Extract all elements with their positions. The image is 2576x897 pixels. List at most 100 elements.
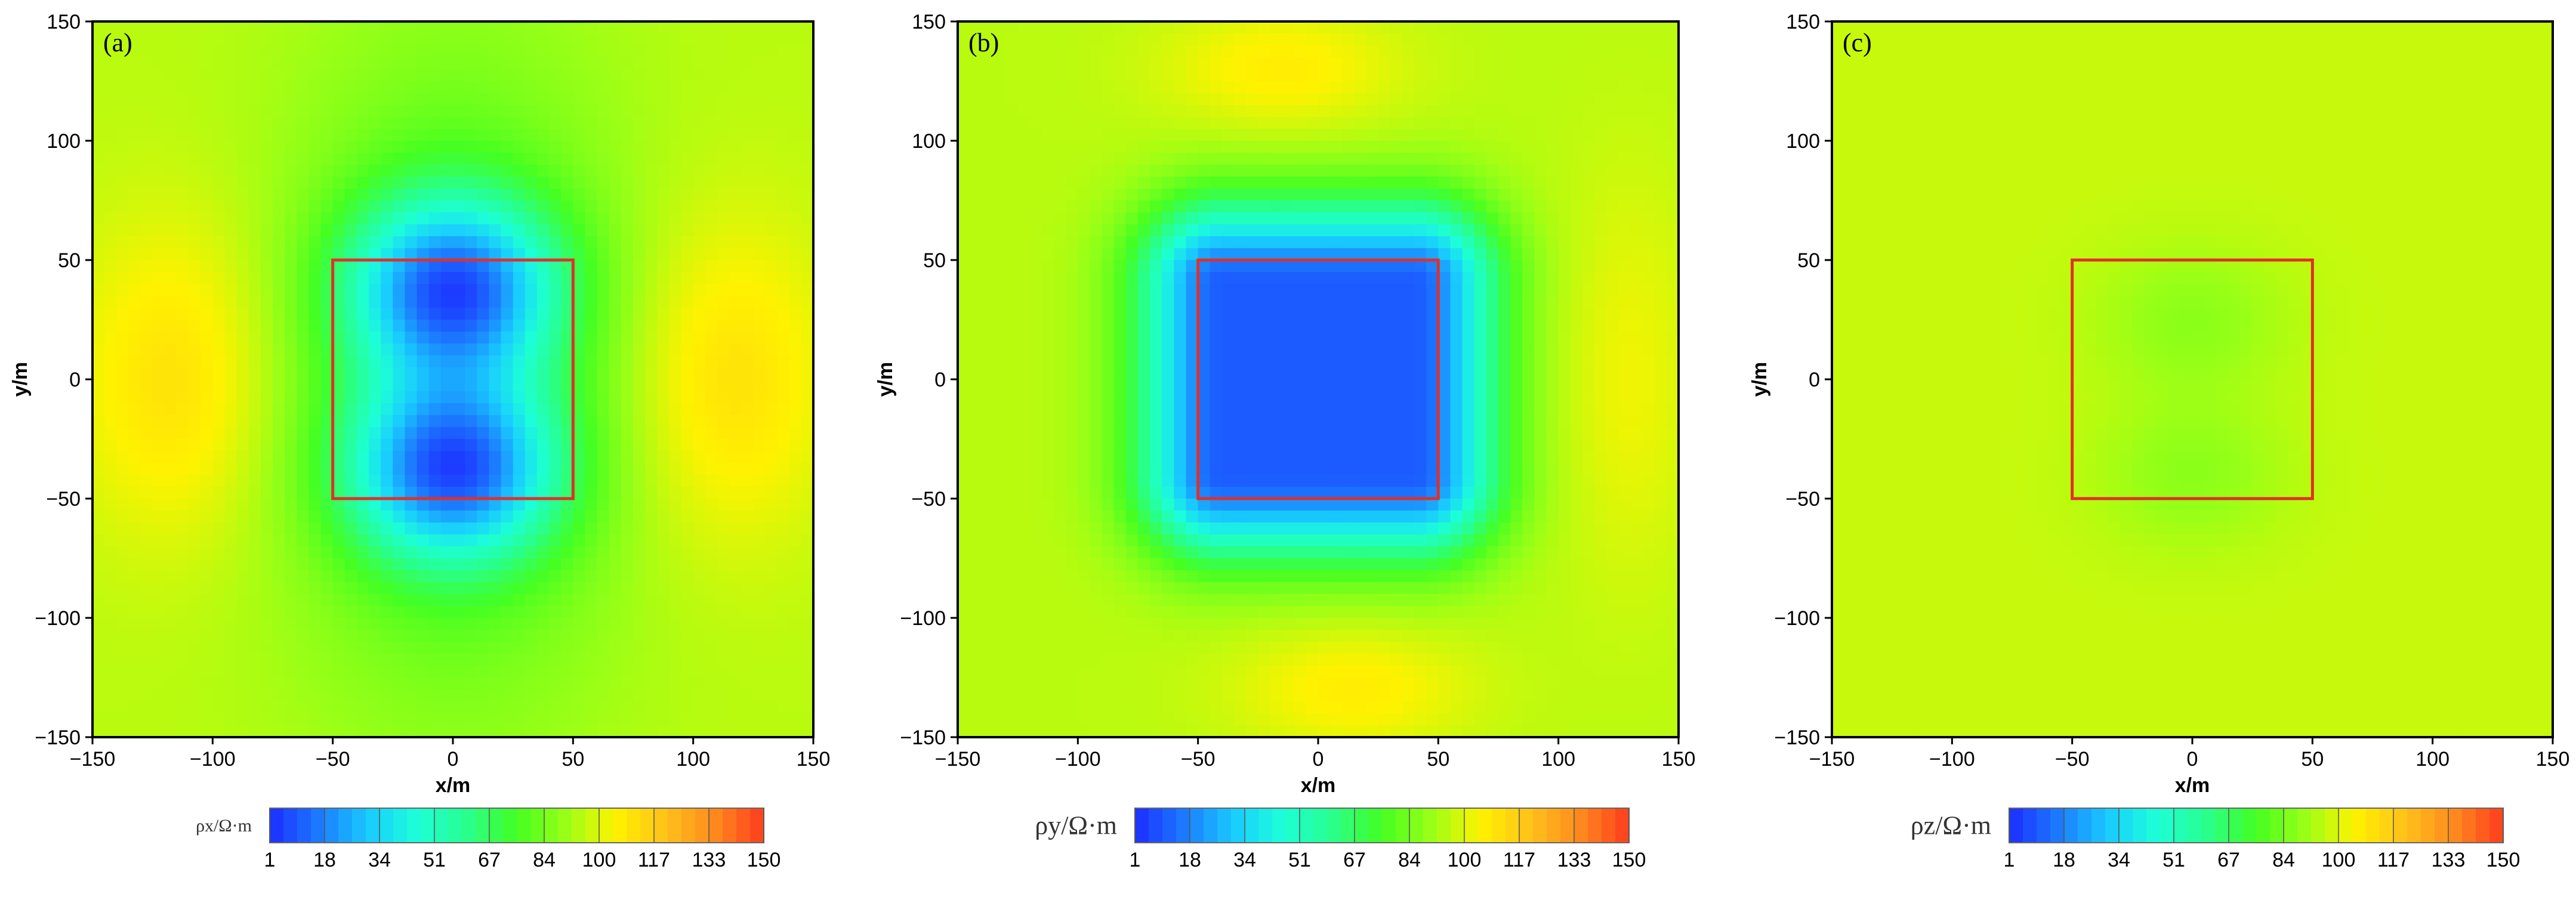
- heatmap-cell: [176, 153, 189, 165]
- heatmap-cell: [273, 415, 285, 428]
- heatmap-cell: [236, 236, 249, 249]
- heatmap-cell: [982, 451, 995, 463]
- heatmap-cell: [525, 534, 538, 547]
- heatmap-cell: [645, 558, 658, 571]
- heatmap-cell: [693, 630, 706, 642]
- heatmap-cell: [489, 689, 502, 702]
- heatmap-cell: [332, 45, 345, 58]
- heatmap-cell: [609, 546, 622, 559]
- heatmap-cell: [1066, 463, 1079, 475]
- heatmap-cell: [393, 93, 406, 106]
- heatmap-cell: [260, 451, 273, 463]
- heatmap-cell: [1017, 403, 1031, 416]
- panel-b: −150 −100 −50 0 50 100 150−150−100−50050100150…: [874, 11, 1695, 871]
- heatmap-cell: [273, 260, 285, 273]
- heatmap-cell: [393, 260, 406, 273]
- heatmap-cell: [1102, 725, 1115, 738]
- heatmap-cell: [525, 403, 538, 416]
- heatmap-cell: [982, 260, 995, 273]
- heatmap-cell: [477, 177, 490, 189]
- heatmap-cell: [477, 594, 490, 607]
- heatmap-cell: [116, 308, 129, 320]
- heatmap-cell: [669, 284, 682, 296]
- colorbar-swatch: [270, 808, 284, 843]
- heatmap-cell: [1210, 236, 1223, 249]
- heatmap-cell: [1102, 177, 1115, 189]
- heatmap-cell: [1138, 129, 1150, 141]
- heatmap-cell: [1066, 165, 1079, 177]
- heatmap-cell: [320, 332, 334, 344]
- heatmap-cell: [1125, 105, 1139, 117]
- heatmap-cell: [657, 475, 670, 487]
- heatmap-cell: [248, 200, 261, 213]
- heatmap-cell: [92, 308, 105, 320]
- heatmap-cell: [741, 511, 754, 523]
- heatmap-cell: [189, 701, 201, 714]
- heatmap-cell: [140, 248, 153, 261]
- heatmap-cell: [789, 57, 802, 70]
- heatmap-cell: [1174, 248, 1187, 261]
- heatmap-cell: [104, 487, 118, 499]
- heatmap-cell: [717, 367, 730, 380]
- heatmap-cell: [669, 200, 682, 213]
- heatmap-cell: [1041, 224, 1054, 237]
- heatmap-cell: [164, 415, 177, 428]
- heatmap-cell: [958, 439, 970, 451]
- heatmap-cell: [789, 69, 802, 82]
- heatmap-cell: [1054, 320, 1066, 332]
- heatmap-cell: [344, 451, 357, 463]
- heatmap-cell: [248, 439, 261, 451]
- heatmap-cell: [369, 188, 381, 201]
- heatmap-cell: [681, 403, 694, 416]
- colorbar-tick-label: 117: [638, 849, 670, 871]
- heatmap-cell: [982, 630, 995, 642]
- heatmap-cell: [741, 320, 754, 332]
- heatmap-cell: [657, 367, 670, 380]
- heatmap-cell: [501, 534, 514, 547]
- heatmap-cell: [597, 284, 610, 296]
- heatmap-cell: [765, 582, 778, 595]
- heatmap-cell: [489, 415, 502, 428]
- heatmap-cell: [356, 296, 369, 308]
- heatmap-cell: [1066, 153, 1079, 165]
- heatmap-cell: [297, 546, 310, 559]
- heatmap-cell: [585, 296, 598, 308]
- heatmap-cell: [320, 165, 334, 177]
- heatmap-cell: [381, 499, 394, 511]
- heatmap-cell: [1029, 630, 1042, 642]
- heatmap-cell: [128, 320, 141, 332]
- heatmap-cell: [1162, 511, 1175, 523]
- heatmap-cell: [104, 534, 118, 547]
- heatmap-cell: [140, 236, 153, 249]
- heatmap-cell: [477, 391, 490, 404]
- heatmap-cell: [621, 451, 634, 463]
- heatmap-cell: [717, 678, 730, 690]
- heatmap-cell: [356, 272, 369, 284]
- heatmap-cell: [693, 367, 706, 380]
- heatmap-cell: [597, 522, 610, 535]
- heatmap-cell: [393, 57, 406, 70]
- heatmap-cell: [801, 141, 814, 153]
- heatmap-cell: [1029, 487, 1042, 499]
- heatmap-cell: [200, 558, 214, 571]
- heatmap-cell: [116, 630, 129, 642]
- heatmap-cell: [344, 153, 357, 165]
- heatmap-cell: [1041, 177, 1054, 189]
- heatmap-cell: [717, 570, 730, 583]
- heatmap-cell: [789, 236, 802, 249]
- heatmap-cell: [393, 487, 406, 499]
- heatmap-cell: [440, 534, 454, 547]
- heatmap-cell: [1102, 236, 1115, 249]
- heatmap-cell: [549, 153, 562, 165]
- heatmap-cell: [645, 379, 658, 392]
- heatmap-cell: [1125, 153, 1139, 165]
- heatmap-cell: [320, 630, 334, 642]
- heatmap-cell: [428, 367, 442, 380]
- heatmap-cell: [536, 415, 550, 428]
- heatmap-cell: [741, 21, 754, 34]
- heatmap-cell: [92, 21, 105, 34]
- heatmap-cell: [1066, 701, 1079, 714]
- heatmap-cell: [465, 391, 478, 404]
- heatmap-cell: [212, 439, 226, 451]
- heatmap-cell: [1066, 511, 1079, 523]
